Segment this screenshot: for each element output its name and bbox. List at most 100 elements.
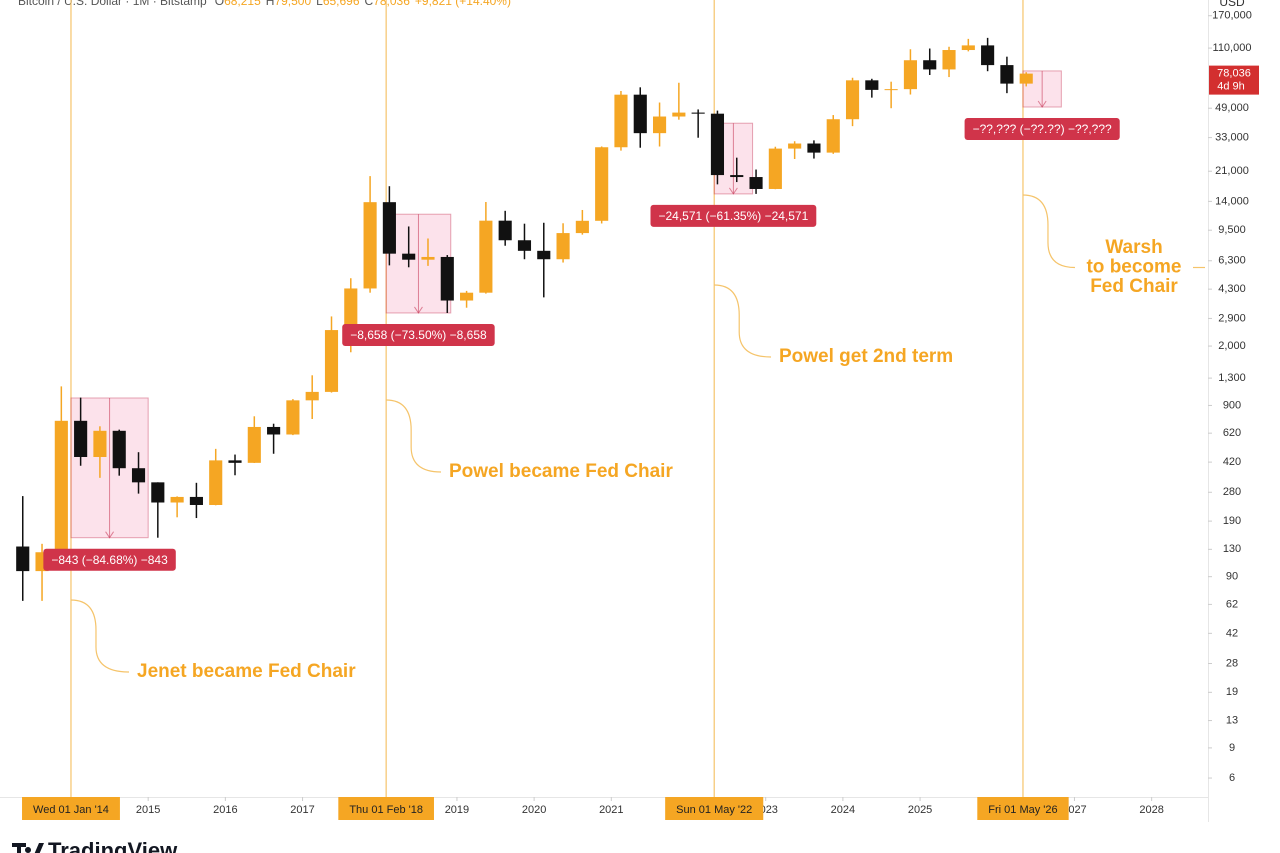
measure-label-bg: [650, 204, 817, 227]
y-tick-label: 62: [1226, 598, 1238, 610]
y-tick-label: 6: [1229, 772, 1235, 784]
ohlc-prefix: C: [365, 0, 374, 8]
event-date: Sun 01 May '22: [676, 804, 752, 816]
candle-body: [382, 202, 396, 254]
header-text: Bitcoin / U.S. Dollar · 1M · Bitstamp O68…: [18, 0, 511, 8]
brand-name: TradingView: [48, 838, 178, 853]
candle-body: [556, 233, 570, 260]
candle-body: [865, 80, 879, 90]
y-tick-label: 33,000: [1215, 132, 1249, 144]
x-tick-label: 2019: [445, 804, 469, 816]
y-tick-label: 620: [1223, 427, 1241, 439]
candle-body: [267, 426, 281, 435]
event-note: Fed Chair: [1090, 276, 1178, 297]
candle-body: [575, 220, 589, 234]
candle-body: [170, 496, 184, 503]
candle-body: [324, 330, 339, 392]
candle-body: [981, 45, 995, 66]
ohlc-prefix: H: [266, 0, 275, 8]
event-note: to become: [1086, 257, 1181, 278]
last-price-tag: [1209, 65, 1259, 95]
y-tick-label: 21,000: [1215, 165, 1249, 177]
x-tick-label: 2015: [136, 804, 160, 816]
measure-label-bg: [964, 118, 1120, 141]
y-unit: USD: [1219, 0, 1245, 9]
candle-body: [942, 50, 956, 70]
x-tick-label: 2021: [599, 804, 623, 816]
x-tick-label: 2025: [908, 804, 932, 816]
measure-label: −??,??? (−??.??) −??,???: [973, 122, 1112, 136]
candle-body: [16, 546, 30, 572]
ohlc-value: 78,036: [373, 0, 410, 8]
candle-body: [537, 250, 551, 260]
event-note: Powel get 2nd term: [779, 346, 953, 367]
candle-body: [710, 113, 725, 176]
y-tick-label: 130: [1223, 543, 1241, 555]
candle-body: [498, 220, 512, 241]
candle-body: [189, 496, 203, 505]
candle-body: [402, 253, 416, 260]
y-tick-label: 6,300: [1218, 255, 1246, 267]
candle-body: [344, 288, 358, 331]
ohlc-value: 65,696: [323, 0, 360, 8]
measure-label: −24,571 (−61.35%) −24,571: [658, 209, 808, 223]
y-tick-label: 2,900: [1218, 312, 1246, 324]
candle-body: [1000, 65, 1014, 84]
candle-body: [74, 420, 88, 457]
y-tick-label: 190: [1223, 515, 1241, 527]
candle-body: [479, 220, 493, 293]
ohlc-prefix: O: [215, 0, 224, 8]
measure-label-bg: [43, 548, 176, 571]
measure-label: −8,658 (−73.50%) −8,658: [350, 328, 487, 342]
measure-label-bg: [342, 323, 495, 346]
event-note: Powel became Fed Chair: [449, 461, 673, 482]
note-connector: [1022, 194, 1075, 269]
candle-body: [54, 420, 68, 553]
measure-arrowhead: [414, 306, 423, 314]
candle-body: [286, 400, 300, 435]
note-connector: [386, 399, 442, 473]
x-tick-label: 2020: [522, 804, 546, 816]
event-date-bg: [22, 797, 120, 820]
event-date: Wed 01 Jan '14: [33, 804, 109, 816]
x-tick-label: 2017: [290, 804, 314, 816]
candle-body: [421, 256, 435, 260]
measure-label: −843 (−84.68%) −843: [51, 553, 168, 567]
candle-body: [788, 143, 802, 149]
event-note: Jenet became Fed Chair: [137, 661, 356, 682]
last-price: 78,036: [1217, 68, 1251, 80]
ohlc-prefix: L: [316, 0, 323, 8]
event-date-bg: [977, 797, 1069, 820]
candle-body: [652, 116, 667, 134]
y-tick-label: 170,000: [1212, 10, 1252, 22]
candle-body: [633, 94, 647, 134]
y-tick-label: 280: [1223, 486, 1241, 498]
symbol: Bitcoin / U.S. Dollar · 1M · Bitstamp: [18, 0, 207, 8]
x-tick-label: 2028: [1139, 804, 1163, 816]
candle-body: [595, 147, 609, 221]
event-date-bg: [338, 797, 434, 820]
candle-body: [131, 468, 146, 483]
note-connector: [714, 284, 772, 358]
header: Bitcoin / U.S. Dollar · 1M · Bitstamp O68…: [18, 0, 511, 8]
measure-arrowhead: [1037, 100, 1047, 108]
change: +9,821 (+14.40%): [415, 0, 511, 8]
y-tick-label: 49,000: [1215, 102, 1249, 114]
candle-body: [923, 60, 937, 70]
y-tick-label: 2,000: [1218, 340, 1246, 352]
x-tick-label: 2016: [213, 804, 237, 816]
candle-body: [845, 80, 860, 120]
candle-body: [112, 430, 126, 469]
event-date-bg: [665, 797, 764, 820]
y-tick-label: 9,500: [1218, 224, 1246, 236]
ohlc-value: 79,500: [274, 0, 311, 8]
measure-arrowhead: [728, 187, 738, 195]
candle-body: [903, 60, 917, 90]
candle-body: [691, 112, 705, 114]
brand-logo: TradingView: [12, 838, 178, 853]
candle-body: [305, 391, 319, 401]
candle-body: [807, 143, 821, 153]
y-tick-label: 1,300: [1218, 372, 1246, 384]
